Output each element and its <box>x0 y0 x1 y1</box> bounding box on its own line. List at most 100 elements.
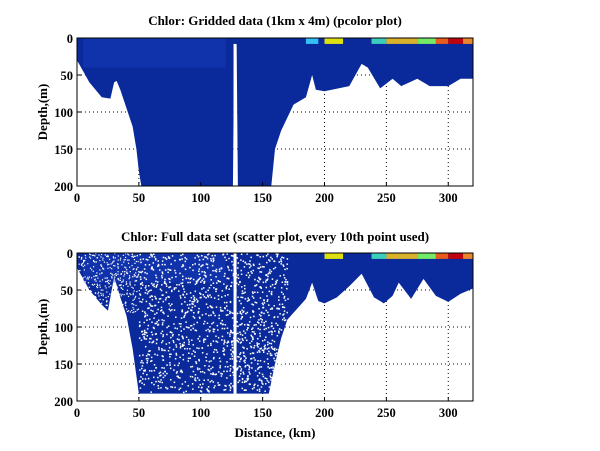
scatter-gap-point <box>283 313 285 315</box>
scatter-gap-point <box>207 379 209 381</box>
scatter-gap-point <box>269 285 272 288</box>
scatter-gap-point <box>130 294 132 296</box>
scatter-gap-point <box>160 387 162 389</box>
scatter-gap-point <box>96 311 99 313</box>
scatter-gap-point <box>251 367 253 369</box>
scatter-gap-point <box>262 383 264 385</box>
scatter-gap-point <box>157 263 160 266</box>
scatter-gap-point <box>258 322 260 324</box>
scatter-gap-point <box>138 321 141 323</box>
scatter-gap-point <box>266 299 269 301</box>
scatter-gap-point <box>125 304 127 306</box>
scatter-gap-point <box>164 349 166 352</box>
scatter-gap-point <box>187 357 190 360</box>
scatter-gap-point <box>207 289 209 292</box>
scatter-gap-point <box>262 281 265 284</box>
scatter-gap-point <box>171 276 173 279</box>
scatter-gap-point <box>240 273 243 276</box>
scatter-gap-point <box>181 265 183 268</box>
scatter-gap-point <box>151 295 154 298</box>
bottom-plot-title: Chlor: Full data set (scatter plot, ever… <box>121 229 429 244</box>
scatter-gap-point <box>146 362 148 364</box>
scatter-gap-point <box>139 379 142 382</box>
scatter-gap-point <box>117 308 119 310</box>
scatter-gap-point <box>239 358 242 361</box>
scatter-gap-point <box>180 317 183 319</box>
scatter-gap-point <box>140 287 142 290</box>
scatter-gap-point <box>135 280 137 282</box>
scatter-gap-point <box>269 354 272 356</box>
scatter-gap-point <box>276 254 279 257</box>
scatter-gap-point <box>99 298 101 301</box>
scatter-gap-point <box>122 279 124 281</box>
scatter-gap-point <box>160 309 163 311</box>
scatter-gap-point <box>110 285 112 287</box>
scatter-gap-point <box>212 260 214 263</box>
scatter-gap-point <box>87 282 90 284</box>
scatter-gap-point <box>257 267 259 269</box>
scatter-gap-point <box>192 303 194 305</box>
scatter-gap-point <box>198 358 200 361</box>
x-tick-label: 250 <box>377 406 396 420</box>
scatter-gap-point <box>162 376 165 379</box>
scatter-gap-point <box>165 285 168 287</box>
scatter-gap-point <box>240 253 243 256</box>
scatter-gap-point <box>172 333 174 336</box>
scatter-gap-point <box>224 295 226 297</box>
scatter-gap-point <box>261 373 264 376</box>
scatter-gap-point <box>129 266 131 268</box>
scatter-gap-point <box>244 361 246 364</box>
scatter-gap-point <box>255 324 257 326</box>
surface-chlor-patch <box>371 38 387 44</box>
scatter-gap-point <box>174 272 177 274</box>
x-tick-label: 200 <box>315 406 334 420</box>
scatter-gap-point <box>283 306 286 309</box>
scatter-gap-point <box>103 261 106 263</box>
scatter-gap-point <box>180 254 182 257</box>
scatter-gap-point <box>219 366 221 369</box>
scatter-gap-point <box>192 350 195 352</box>
scatter-gap-point <box>233 390 236 392</box>
scatter-gap-point <box>107 282 109 284</box>
scatter-gap-point <box>105 287 107 289</box>
scatter-gap-point <box>145 278 148 281</box>
scatter-gap-point <box>268 342 271 345</box>
scatter-gap-point <box>105 308 107 311</box>
scatter-gap-point <box>210 314 212 316</box>
scatter-gap-point <box>126 272 128 274</box>
scatter-gap-point <box>124 302 126 304</box>
scatter-gap-point <box>179 370 182 373</box>
scatter-gap-point <box>249 342 251 344</box>
scatter-gap-point <box>230 349 232 351</box>
scatter-gap-point <box>81 263 83 265</box>
scatter-gap-point <box>160 306 163 309</box>
scatter-gap-point <box>277 307 280 310</box>
scatter-gap-point <box>268 350 270 353</box>
scatter-gap-point <box>217 384 220 386</box>
y-tick-label: 50 <box>61 284 74 298</box>
scatter-gap-point <box>170 336 172 339</box>
scatter-gap-point <box>77 303 79 305</box>
scatter-gap-point <box>151 333 154 336</box>
scatter-gap-point <box>194 377 196 379</box>
scatter-gap-point <box>162 334 165 336</box>
scatter-gap-point <box>161 340 164 342</box>
scatter-gap-point <box>212 321 215 324</box>
scatter-gap-point <box>143 383 146 386</box>
scatter-gap-point <box>147 259 149 261</box>
scatter-gap-point <box>157 380 160 383</box>
scatter-gap-point <box>285 364 287 367</box>
scatter-gap-point <box>189 292 192 294</box>
scatter-gap-point <box>197 300 199 302</box>
scatter-gap-point <box>201 264 203 267</box>
scatter-gap-point <box>137 266 139 268</box>
scatter-gap-point <box>160 310 162 312</box>
scatter-gap-point <box>256 321 259 323</box>
scatter-gap-point <box>206 322 209 325</box>
scatter-gap-point <box>93 260 95 262</box>
scatter-gap-point <box>168 342 171 344</box>
scatter-gap-point <box>253 347 255 349</box>
x-tick-label: 150 <box>253 191 272 205</box>
scatter-gap-point <box>270 372 272 375</box>
scatter-gap-point <box>274 390 276 393</box>
